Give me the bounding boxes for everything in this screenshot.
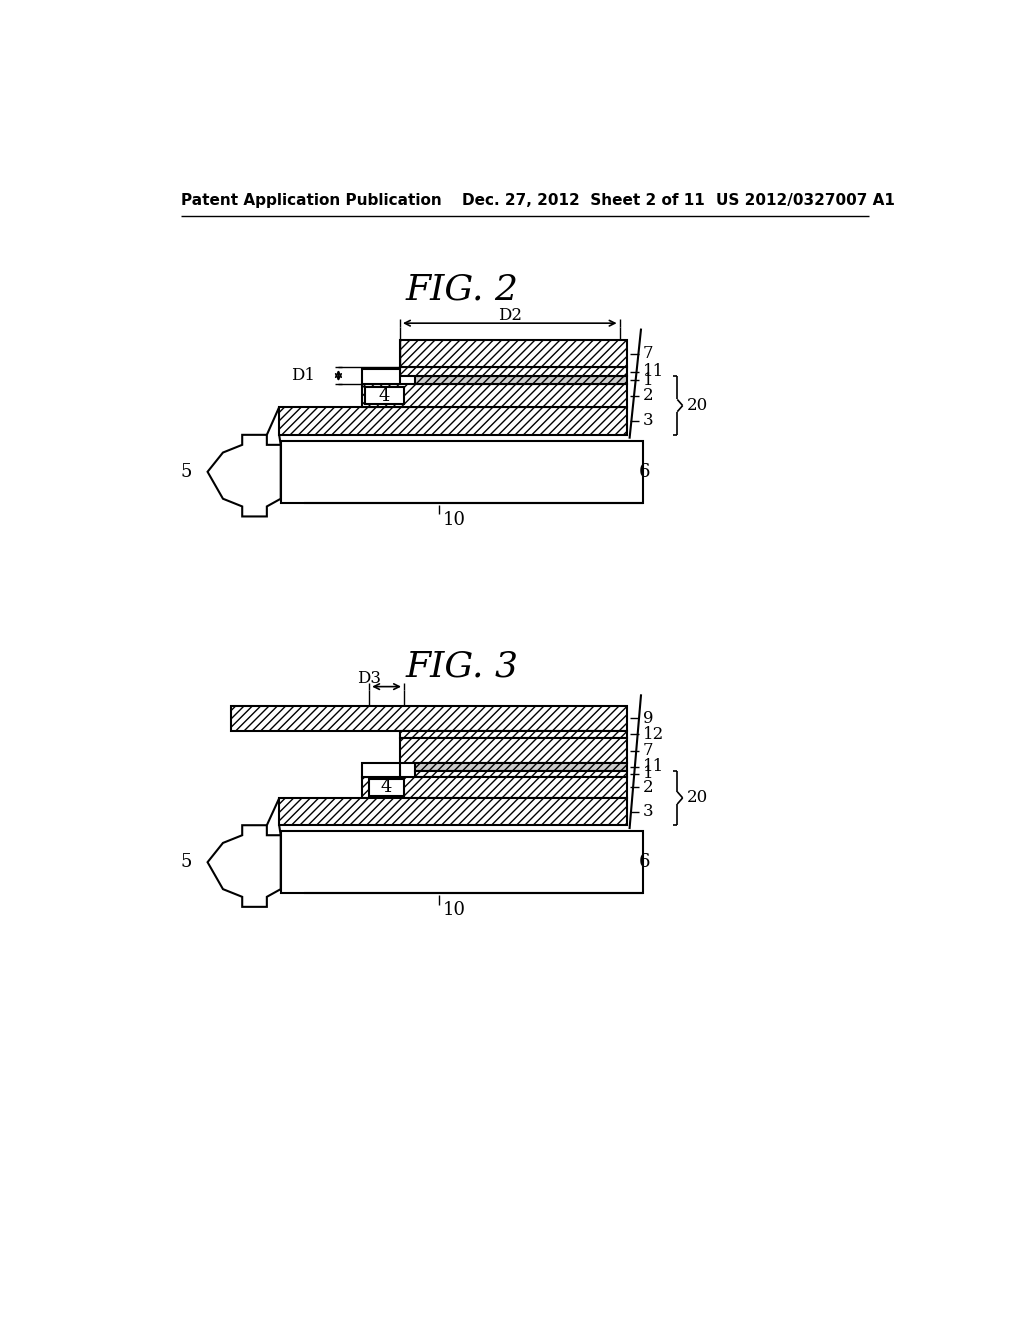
Text: Dec. 27, 2012  Sheet 2 of 11: Dec. 27, 2012 Sheet 2 of 11 bbox=[462, 193, 705, 209]
Bar bbox=[370, 779, 403, 796]
Text: 1: 1 bbox=[643, 372, 653, 388]
Bar bbox=[280, 799, 628, 825]
Bar bbox=[361, 776, 628, 799]
Text: 3: 3 bbox=[643, 412, 653, 429]
Text: FIG. 3: FIG. 3 bbox=[406, 649, 518, 684]
Bar bbox=[416, 376, 628, 384]
Bar bbox=[400, 738, 628, 763]
Text: 1: 1 bbox=[643, 766, 653, 783]
Bar bbox=[416, 763, 628, 771]
Text: 6: 6 bbox=[639, 853, 650, 871]
Text: US 2012/0327007 A1: US 2012/0327007 A1 bbox=[716, 193, 895, 209]
Text: 12: 12 bbox=[643, 726, 664, 743]
Text: 10: 10 bbox=[442, 902, 466, 919]
Bar bbox=[400, 341, 628, 367]
Polygon shape bbox=[208, 434, 281, 516]
Text: 7: 7 bbox=[643, 345, 653, 362]
Text: 6: 6 bbox=[639, 463, 650, 480]
Text: 2: 2 bbox=[643, 779, 653, 796]
Text: 4: 4 bbox=[379, 387, 390, 404]
Text: D3: D3 bbox=[357, 671, 381, 688]
Text: D2: D2 bbox=[498, 308, 522, 323]
Text: 11: 11 bbox=[643, 758, 664, 775]
Text: 2: 2 bbox=[643, 387, 653, 404]
Text: 7: 7 bbox=[643, 742, 653, 759]
Bar bbox=[361, 763, 400, 776]
Text: 20: 20 bbox=[687, 789, 709, 807]
Bar bbox=[280, 407, 628, 434]
Text: 11: 11 bbox=[643, 363, 664, 380]
Text: 9: 9 bbox=[643, 710, 653, 727]
Bar bbox=[281, 441, 643, 503]
Text: 5: 5 bbox=[181, 853, 193, 871]
Text: 5: 5 bbox=[181, 463, 193, 480]
Bar bbox=[281, 832, 643, 892]
Text: 10: 10 bbox=[442, 511, 466, 528]
Text: D1: D1 bbox=[292, 367, 315, 384]
Text: Patent Application Publication: Patent Application Publication bbox=[180, 193, 441, 209]
Bar bbox=[400, 730, 628, 738]
Text: FIG. 2: FIG. 2 bbox=[406, 272, 518, 306]
Bar bbox=[416, 771, 628, 776]
Bar bbox=[366, 387, 403, 404]
Bar bbox=[400, 367, 628, 376]
Text: 20: 20 bbox=[687, 397, 709, 414]
Polygon shape bbox=[208, 825, 281, 907]
Text: 3: 3 bbox=[643, 804, 653, 820]
Bar bbox=[361, 368, 400, 384]
Bar bbox=[373, 771, 400, 776]
Text: 4: 4 bbox=[381, 779, 392, 796]
Bar bbox=[361, 384, 628, 407]
Bar bbox=[230, 706, 628, 730]
